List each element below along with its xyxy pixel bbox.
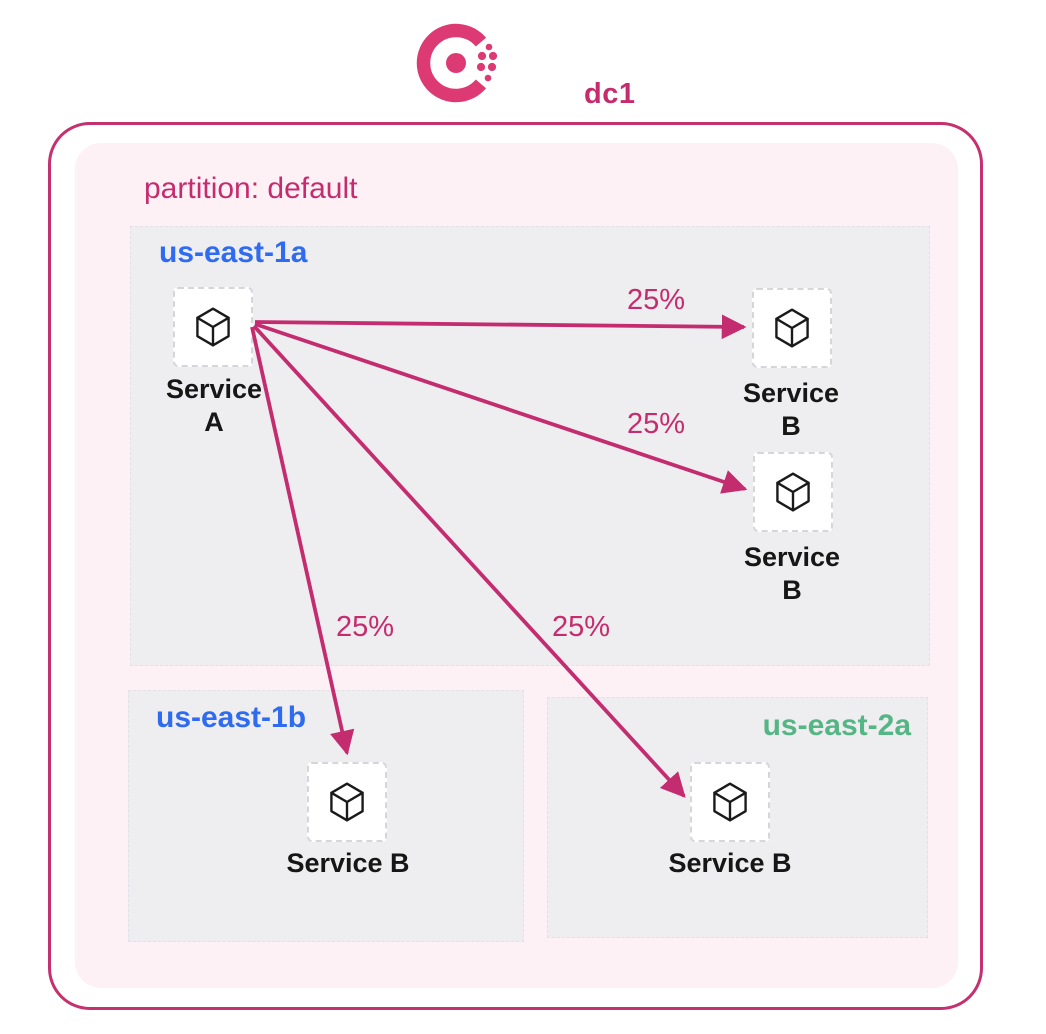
consul-logo-icon xyxy=(416,23,498,103)
zone-label-us-east-1a: us-east-1a xyxy=(159,236,308,269)
traffic-percent-label-1: 25% xyxy=(626,284,686,316)
datacenter-label: dc1 xyxy=(584,78,636,110)
zone-label-us-east-2a: us-east-2a xyxy=(762,709,911,742)
service-b-label-2-line1: Service xyxy=(743,542,841,572)
traffic-percent-label-3: 25% xyxy=(335,611,395,643)
service-b-node-1 xyxy=(752,288,832,368)
service-b-node-2 xyxy=(753,452,833,532)
service-b-node-3 xyxy=(307,762,387,842)
service-a-label-line2: A xyxy=(204,407,224,437)
service-b-label-1-line2: B xyxy=(781,411,801,441)
cube-icon xyxy=(776,472,810,512)
service-b-node-4 xyxy=(690,762,770,842)
traffic-percent-label-4: 25% xyxy=(551,611,611,643)
cube-icon xyxy=(775,308,809,348)
service-b-label-1: Service B xyxy=(726,377,856,443)
cube-icon xyxy=(330,782,364,822)
service-b-label-3: Service B xyxy=(286,848,410,878)
service-a-label: Service A xyxy=(149,373,279,439)
cube-icon xyxy=(713,782,747,822)
service-a-label-line1: Service xyxy=(165,374,263,404)
service-a-node xyxy=(173,287,253,367)
service-b-label-2: Service B xyxy=(727,541,857,607)
traffic-percent-label-2: 25% xyxy=(626,408,686,440)
zone-label-us-east-1b: us-east-1b xyxy=(156,701,307,734)
partition-label: partition: default xyxy=(144,172,358,205)
service-b-label-2-line2: B xyxy=(782,575,802,605)
service-b-label-4: Service B xyxy=(668,848,792,878)
cube-icon xyxy=(196,307,230,347)
service-b-label-1-line1: Service xyxy=(742,378,840,408)
